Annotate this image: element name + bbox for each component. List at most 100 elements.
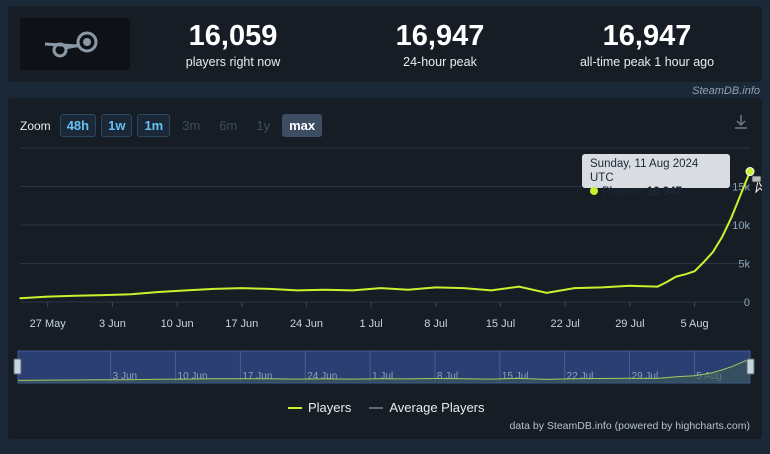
data-point <box>296 289 299 292</box>
data-point <box>462 287 465 289</box>
x-tick-label: 8 Jul <box>424 318 447 330</box>
data-point <box>268 288 271 290</box>
stats-panel: 16,059 players right now 16,947 24-hour … <box>8 6 762 82</box>
highcharts-credit[interactable]: data by SteamDB.info (powered by highcha… <box>509 420 750 432</box>
data-point <box>379 287 382 289</box>
hover-marker <box>745 167 755 177</box>
x-tick-label: 5 Aug <box>680 318 708 330</box>
data-point <box>573 287 576 289</box>
data-point <box>518 285 520 288</box>
navigator-tick-label: 1 Jul <box>372 371 393 382</box>
steam-logo[interactable] <box>20 18 130 70</box>
x-tick-label: 27 May <box>30 318 67 330</box>
chart-card: Zoom 48h 1w 1m 3m 6m 1y max 0 5k 10k 15k 27… <box>8 98 762 439</box>
data-point <box>545 291 548 294</box>
legend-players-swatch <box>288 406 302 409</box>
data-point <box>19 297 21 299</box>
data-point <box>721 235 724 238</box>
stat-24h-peak: 16,947 24-hour peak <box>340 20 540 69</box>
zoom-48h-button[interactable]: 48h <box>59 114 97 137</box>
zoom-label: Zoom <box>20 118 51 133</box>
y-tick-label: 0 <box>744 297 750 309</box>
x-tick-label: 1 Jul <box>360 318 383 330</box>
24h-peak-label: 24-hour peak <box>403 55 477 69</box>
x-tick-label: 17 Jun <box>225 318 258 330</box>
data-point <box>739 193 742 195</box>
navigator-tick-label: 8 Jul <box>437 371 458 382</box>
stat-current-players: 16,059 players right now <box>133 20 333 69</box>
legend-average-players[interactable]: Average Players <box>369 400 485 415</box>
data-point <box>435 286 437 289</box>
download-icon <box>735 115 747 129</box>
zoom-controls: Zoom 48h 1w 1m 3m 6m 1y max <box>20 114 323 137</box>
legend-players[interactable]: Players <box>288 400 351 415</box>
data-point <box>730 216 733 219</box>
x-tick-label: 24 Jun <box>290 318 323 330</box>
data-point <box>240 287 243 289</box>
data-point <box>712 251 714 253</box>
zoom-max-button[interactable]: max <box>282 114 323 137</box>
players-series-line <box>19 171 751 300</box>
tooltip-value: 16 947 <box>646 186 682 198</box>
data-point <box>185 289 188 292</box>
data-point <box>324 288 326 291</box>
mouse-cursor-icon <box>751 175 762 200</box>
data-point <box>693 270 696 272</box>
current-players-value: 16,059 <box>188 20 278 52</box>
x-tick-label: 10 Jun <box>161 318 194 330</box>
navigator-tick-label: 10 Jun <box>178 371 208 382</box>
navigator-tick-label: 3 Jun <box>113 371 137 382</box>
navigator-series-line <box>17 358 751 381</box>
x-tick-label: 3 Jun <box>99 318 126 330</box>
data-point <box>601 286 603 289</box>
data-point <box>407 288 409 291</box>
download-button[interactable] <box>734 114 748 135</box>
zoom-6m-button[interactable]: 6m <box>219 118 238 133</box>
legend-players-label: Players <box>308 400 352 415</box>
legend-average-swatch <box>369 406 384 409</box>
chart-tooltip: Sunday, 11 Aug 2024 UTC Players: 16 947 <box>582 154 730 198</box>
tooltip-series-row: Players: 16 947 <box>590 185 722 199</box>
data-point <box>656 285 659 288</box>
all-time-peak-value: 16,947 <box>602 20 692 52</box>
x-tick-label: 15 Jul <box>486 318 515 330</box>
y-axis-ticks: 0 5k 10k 15k <box>732 182 750 310</box>
y-tick-label: 15k <box>732 182 750 194</box>
zoom-1y-button[interactable]: 1y <box>256 118 271 133</box>
data-point <box>684 273 687 276</box>
stat-all-time-peak: 16,947 all-time peak 1 hour ago <box>547 20 747 69</box>
x-tick-label: 22 Jul <box>551 318 580 330</box>
data-point <box>102 294 104 296</box>
navigator-right-handle <box>746 358 755 375</box>
steam-logo-icon <box>44 31 98 58</box>
y-tick-label: 10k <box>732 220 750 232</box>
data-point <box>74 295 77 297</box>
navigator: 3 Jun 10 Jun 17 Jun 24 Jun 1 Jul 8 Jul 15 Jul 2… <box>13 350 755 384</box>
data-point <box>490 289 493 292</box>
data-point <box>675 275 677 278</box>
steamdb-credit[interactable]: SteamDB.info <box>692 85 760 97</box>
data-point <box>629 285 631 287</box>
data-point <box>351 289 354 292</box>
x-axis-ticks: 27 May 3 Jun 10 Jun 17 Jun 24 Jun 1 Jul 8 Jul 1… <box>30 302 709 330</box>
navigator-tick-label: 15 Jul <box>502 371 529 382</box>
tooltip-series-dot <box>590 187 598 195</box>
current-players-label: players right now <box>185 55 281 69</box>
x-tick-label: 29 Jul <box>615 318 644 330</box>
navigator-window <box>17 350 751 384</box>
navigator-tick-label: 29 Jul <box>632 371 659 382</box>
navigator-tick-label: 17 Jun <box>242 371 272 382</box>
zoom-1w-button[interactable]: 1w <box>101 114 133 137</box>
zoom-1m-button[interactable]: 1m <box>137 114 171 137</box>
player-chart[interactable]: 0 5k 10k 15k 27 May 3 Jun 10 Jun 17 Jun 24 Jun 1… <box>8 98 762 439</box>
data-point <box>46 295 49 298</box>
players-series-points <box>19 167 755 299</box>
tooltip-date: Sunday, 11 Aug 2024 UTC <box>590 158 699 184</box>
24h-peak-value: 16,947 <box>395 20 485 52</box>
data-point <box>130 293 132 296</box>
zoom-3m-button[interactable]: 3m <box>182 118 201 133</box>
data-point <box>157 291 160 293</box>
all-time-peak-label: all-time peak 1 hour ago <box>579 55 715 69</box>
legend-average-label: Average Players <box>389 400 485 415</box>
data-point <box>702 261 705 263</box>
